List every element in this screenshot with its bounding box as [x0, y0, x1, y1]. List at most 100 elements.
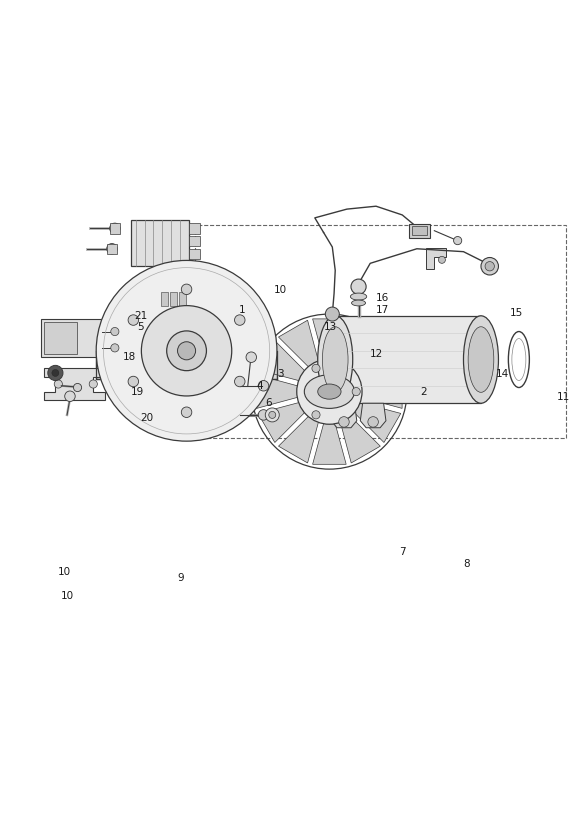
Bar — [189, 236, 200, 246]
Text: 20: 20 — [140, 413, 153, 423]
Polygon shape — [331, 403, 357, 428]
Circle shape — [258, 381, 269, 391]
Circle shape — [107, 244, 117, 254]
Bar — [179, 292, 186, 306]
Polygon shape — [312, 422, 346, 464]
Bar — [195, 226, 566, 438]
Circle shape — [234, 377, 245, 386]
Ellipse shape — [352, 300, 366, 306]
Bar — [189, 223, 200, 233]
Circle shape — [111, 327, 119, 335]
Circle shape — [234, 315, 245, 325]
Polygon shape — [360, 403, 386, 428]
Polygon shape — [360, 375, 402, 409]
Ellipse shape — [463, 316, 498, 403]
Text: 1: 1 — [239, 305, 245, 315]
Circle shape — [54, 380, 62, 388]
Circle shape — [269, 411, 276, 419]
Text: 18: 18 — [122, 352, 136, 362]
Circle shape — [181, 284, 192, 295]
Text: 14: 14 — [496, 369, 509, 379]
Text: 16: 16 — [376, 293, 389, 303]
Text: 8: 8 — [463, 559, 470, 569]
Ellipse shape — [350, 293, 367, 300]
Circle shape — [339, 417, 349, 427]
Text: 9: 9 — [178, 574, 184, 583]
Polygon shape — [335, 316, 481, 403]
Ellipse shape — [318, 316, 353, 403]
Circle shape — [177, 342, 195, 360]
Circle shape — [454, 236, 462, 245]
Ellipse shape — [322, 327, 348, 392]
Text: 5: 5 — [137, 322, 143, 332]
Polygon shape — [258, 340, 305, 381]
Circle shape — [368, 417, 378, 427]
Circle shape — [258, 410, 269, 420]
Bar — [409, 223, 430, 237]
Text: 3: 3 — [277, 369, 283, 379]
Text: 11: 11 — [557, 392, 570, 402]
Text: 7: 7 — [399, 547, 406, 557]
Polygon shape — [340, 321, 380, 368]
Bar — [412, 226, 427, 236]
Circle shape — [128, 377, 139, 386]
Circle shape — [485, 261, 494, 271]
Bar — [161, 292, 168, 306]
Bar — [157, 292, 187, 306]
Bar — [170, 292, 177, 306]
Ellipse shape — [318, 384, 341, 399]
Text: 10: 10 — [58, 568, 72, 578]
Circle shape — [312, 410, 320, 419]
Bar — [41, 319, 102, 357]
Polygon shape — [353, 402, 401, 442]
Circle shape — [481, 258, 498, 275]
Circle shape — [352, 387, 360, 396]
Bar — [131, 220, 189, 266]
Circle shape — [128, 315, 139, 325]
Text: 10: 10 — [274, 284, 287, 294]
Bar — [189, 249, 200, 260]
Circle shape — [111, 344, 119, 352]
Circle shape — [265, 408, 279, 422]
Polygon shape — [44, 368, 105, 400]
Circle shape — [96, 260, 277, 441]
Text: 21: 21 — [134, 311, 147, 321]
Circle shape — [181, 407, 192, 418]
Circle shape — [297, 359, 362, 424]
Circle shape — [48, 365, 63, 381]
Circle shape — [73, 383, 82, 391]
Circle shape — [141, 306, 232, 396]
Polygon shape — [312, 319, 346, 361]
Polygon shape — [279, 415, 319, 463]
Text: 13: 13 — [324, 322, 337, 332]
Ellipse shape — [468, 327, 494, 392]
Circle shape — [167, 331, 206, 371]
Text: 2: 2 — [420, 386, 426, 396]
Text: 4: 4 — [257, 381, 263, 391]
Circle shape — [110, 223, 120, 233]
Text: 15: 15 — [510, 308, 524, 318]
Circle shape — [312, 364, 320, 372]
Ellipse shape — [304, 375, 354, 409]
Text: 10: 10 — [61, 591, 75, 601]
Circle shape — [246, 352, 257, 363]
Polygon shape — [257, 375, 299, 409]
Polygon shape — [426, 248, 446, 269]
Polygon shape — [279, 321, 319, 368]
Polygon shape — [258, 402, 305, 442]
Polygon shape — [110, 223, 120, 233]
Circle shape — [325, 307, 339, 321]
Circle shape — [65, 391, 75, 401]
Polygon shape — [96, 351, 277, 379]
Text: 17: 17 — [376, 305, 389, 315]
Circle shape — [89, 380, 97, 388]
Circle shape — [52, 369, 59, 377]
Polygon shape — [340, 415, 380, 463]
Polygon shape — [353, 340, 401, 381]
Text: 12: 12 — [370, 349, 384, 358]
Circle shape — [438, 256, 445, 264]
Circle shape — [351, 279, 366, 294]
Polygon shape — [107, 244, 117, 254]
Bar — [44, 321, 78, 353]
Text: 6: 6 — [265, 398, 272, 408]
